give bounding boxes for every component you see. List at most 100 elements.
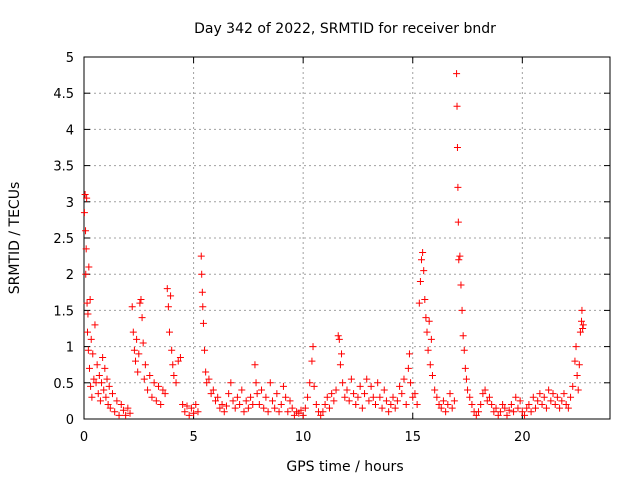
data-point (80, 209, 88, 217)
data-point (418, 256, 426, 264)
data-points (80, 70, 587, 419)
data-point (323, 393, 331, 401)
data-point (179, 401, 187, 409)
data-point (361, 390, 369, 398)
data-point (389, 393, 397, 401)
data-point (567, 393, 575, 401)
data-point (448, 404, 456, 412)
data-point (135, 350, 143, 358)
data-point (398, 390, 406, 398)
data-point (99, 353, 107, 361)
data-point (197, 252, 205, 260)
data-point (282, 393, 290, 401)
data-point (238, 386, 246, 394)
data-point (459, 332, 467, 340)
data-point (258, 386, 266, 394)
data-point (297, 406, 305, 414)
data-point (268, 397, 276, 405)
ticks: 0 0.5 1 1.5 2 2.5 3 3.5 4 4.5 5 0 5 10 15 20 (53, 51, 610, 445)
data-point (421, 296, 429, 304)
data-point (527, 408, 535, 416)
data-point (199, 303, 207, 311)
data-point (400, 375, 408, 383)
data-point (475, 408, 482, 416)
data-point (194, 408, 202, 416)
data-point (260, 404, 268, 412)
data-point (347, 375, 355, 383)
data-point (266, 379, 274, 387)
data-point (437, 404, 445, 412)
data-point (222, 402, 230, 410)
data-point (325, 404, 333, 412)
data-point (150, 379, 158, 387)
data-point (148, 393, 156, 401)
grid (84, 57, 610, 419)
data-point (117, 401, 125, 409)
data-point (574, 386, 582, 394)
data-point (396, 382, 404, 390)
data-point (579, 325, 587, 332)
data-point (415, 299, 423, 307)
data-point (531, 404, 539, 412)
x-tick-label: 0 (80, 430, 88, 445)
data-point (579, 321, 587, 329)
data-point (163, 285, 171, 293)
data-point (376, 393, 384, 401)
data-point (102, 393, 110, 401)
data-point (481, 386, 489, 394)
data-point (365, 397, 373, 405)
data-point (534, 397, 542, 405)
data-point (183, 402, 191, 410)
data-point (507, 401, 515, 409)
data-point (275, 408, 283, 416)
data-point (126, 409, 134, 417)
data-point (137, 296, 145, 304)
data-point (439, 397, 447, 405)
data-point (562, 401, 570, 409)
data-point (93, 361, 101, 369)
data-point (290, 411, 298, 419)
data-point (354, 393, 362, 401)
data-point (101, 364, 109, 372)
data-point (456, 252, 464, 260)
data-point (549, 390, 557, 398)
data-point (84, 310, 92, 318)
data-point (308, 357, 316, 365)
data-point (108, 390, 116, 398)
data-point (428, 372, 436, 380)
x-tick-label: 20 (514, 430, 531, 445)
data-point (496, 408, 504, 416)
data-point (578, 317, 586, 325)
data-point (141, 361, 149, 369)
y-tick-label: 1 (66, 341, 74, 356)
data-point (262, 393, 270, 401)
data-point (454, 218, 462, 226)
data-point (564, 404, 572, 412)
data-point (312, 401, 320, 409)
data-point (83, 299, 91, 307)
data-point (249, 401, 257, 409)
data-point (83, 194, 91, 202)
x-tick-label: 10 (295, 430, 312, 445)
y-tick-label: 4.5 (53, 87, 74, 102)
data-point (301, 404, 309, 412)
data-point (288, 404, 296, 412)
data-point (98, 379, 106, 387)
data-point (505, 406, 513, 414)
data-point (309, 343, 317, 351)
data-point (105, 382, 113, 390)
data-point (433, 393, 441, 401)
data-point (252, 379, 260, 387)
y-tick-label: 5 (66, 51, 74, 66)
data-point (374, 379, 382, 387)
data-point (176, 353, 184, 361)
data-point (472, 411, 480, 419)
data-point (255, 401, 263, 409)
data-point (453, 102, 461, 110)
data-point (84, 346, 92, 354)
data-point (82, 245, 90, 253)
data-point (264, 408, 272, 416)
data-point (119, 406, 127, 414)
data-point (122, 411, 130, 419)
data-point (136, 299, 144, 307)
